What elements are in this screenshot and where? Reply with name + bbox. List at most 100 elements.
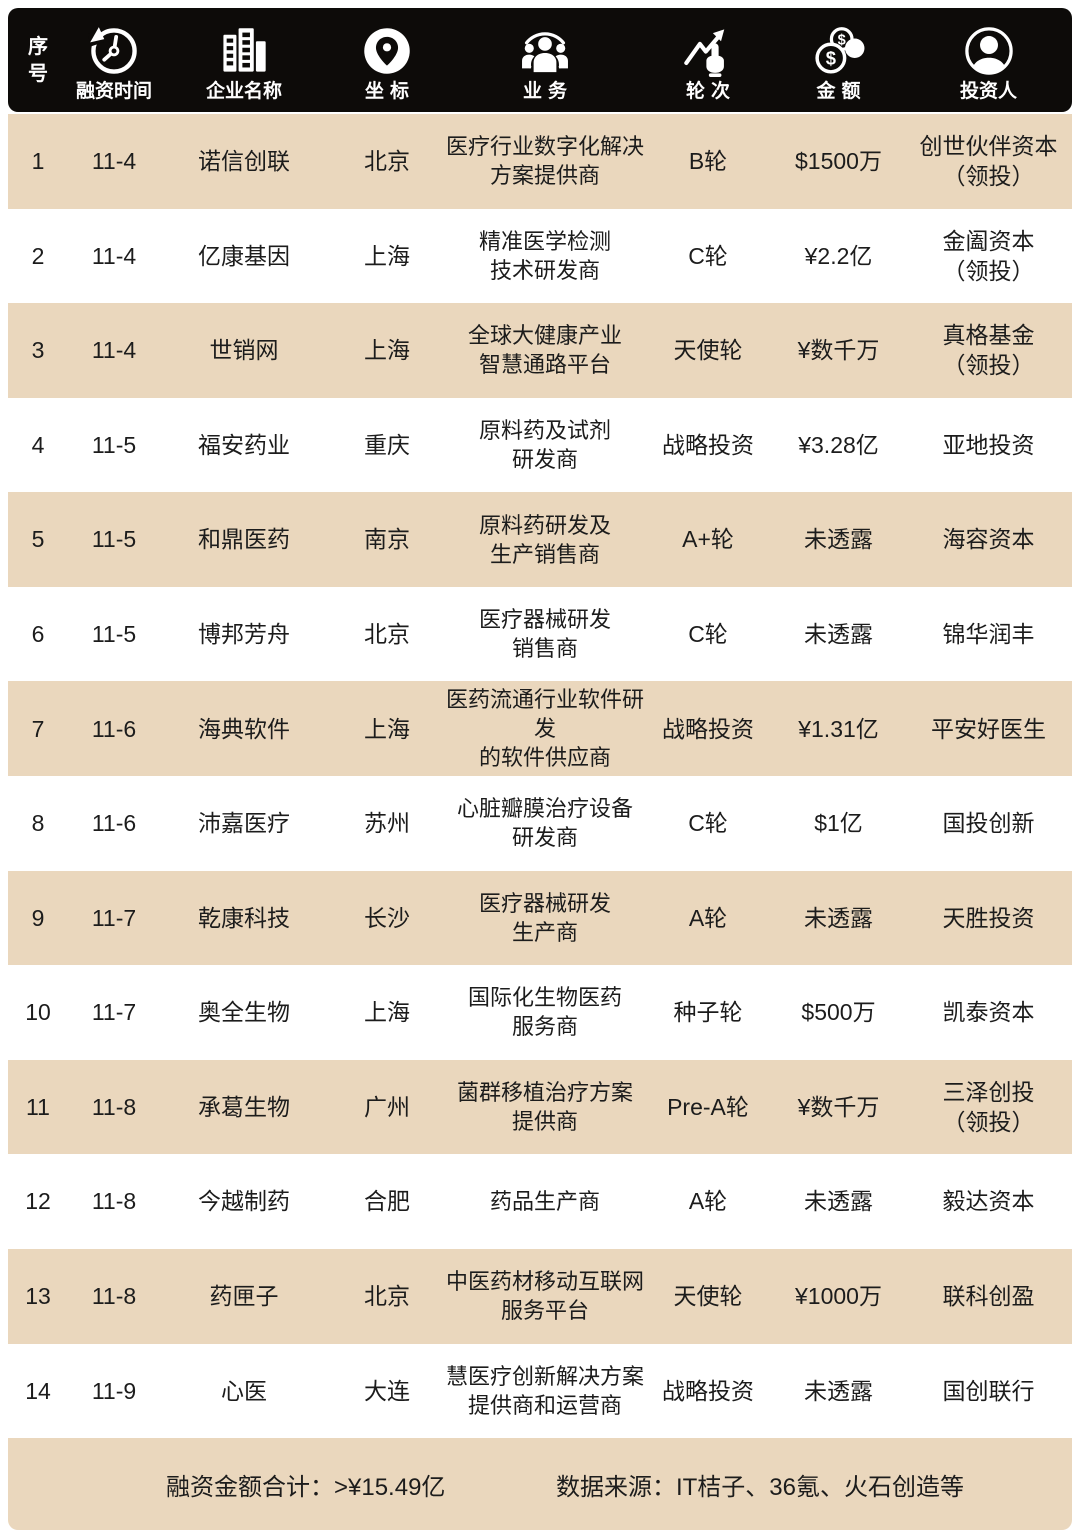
funding-date: 11-6 bbox=[91, 715, 137, 742]
company-business: 心脏瓣膜治疗设备 研发商 bbox=[456, 796, 633, 851]
column-header-index: 序号 bbox=[8, 8, 68, 112]
company-business: 原料药及试剂 研发商 bbox=[478, 417, 611, 473]
row-index: 6 bbox=[31, 621, 45, 647]
funding-date: 11-4 bbox=[91, 337, 137, 364]
row-index: 12 bbox=[25, 1188, 51, 1215]
column-label-amount: 金额 bbox=[816, 81, 867, 103]
company-business: 慧医疗创新解决方案 提供商和运营商 bbox=[446, 1363, 645, 1418]
money-coins-icon: $ $ bbox=[813, 23, 865, 79]
investor-name: 凯泰资本 bbox=[942, 999, 1035, 1026]
funding-round: Pre-A轮 bbox=[667, 1093, 749, 1120]
row-index: 14 bbox=[25, 1377, 51, 1404]
funding-date: 11-4 bbox=[91, 242, 137, 269]
company-name: 奥全生物 bbox=[198, 999, 290, 1026]
investor-name: 海容资本 bbox=[942, 526, 1035, 553]
funding-round: A+轮 bbox=[682, 526, 734, 553]
row-index: 1 bbox=[31, 148, 45, 175]
history-clock-icon bbox=[88, 23, 140, 79]
row-index: 11 bbox=[26, 1093, 50, 1120]
funding-date: 11-5 bbox=[91, 431, 137, 458]
funding-amount: $500万 bbox=[801, 999, 876, 1026]
funding-round: 战略投资 bbox=[662, 1377, 754, 1404]
funding-date: 11-9 bbox=[91, 1377, 137, 1404]
funding-amount: 未透露 bbox=[804, 904, 873, 931]
svg-text:$: $ bbox=[837, 33, 845, 49]
funding-date: 11-5 bbox=[91, 526, 137, 553]
table-row: 8 11-6 沛嘉医疗 苏州 心脏瓣膜治疗设备 研发商 C轮 $1亿 国投创新 bbox=[8, 776, 1072, 871]
investor-name: 真格基金 （领投） bbox=[942, 322, 1035, 379]
company-business: 医疗器械研发 销售商 bbox=[478, 607, 611, 662]
company-location: 上海 bbox=[364, 999, 410, 1026]
company-name: 海典软件 bbox=[198, 715, 290, 742]
buildings-icon bbox=[218, 23, 270, 79]
investor-person-icon bbox=[963, 23, 1015, 79]
table-row: 10 11-7 奥全生物 上海 国际化生物医药 服务商 种子轮 $500万 凯泰… bbox=[8, 965, 1072, 1060]
column-label-index: 序号 bbox=[28, 36, 48, 85]
company-location: 上海 bbox=[364, 242, 410, 269]
company-business: 医药流通行业软件研发 的软件供应商 bbox=[446, 687, 645, 771]
funding-amount: ¥1000万 bbox=[795, 1283, 882, 1310]
funding-date: 11-6 bbox=[91, 810, 137, 837]
table-row: 3 11-4 世销网 上海 全球大健康产业 智慧通路平台 天使轮 ¥数千万 真格… bbox=[8, 303, 1072, 398]
funding-round: B轮 bbox=[688, 148, 728, 175]
funding-date: 11-8 bbox=[91, 1283, 137, 1310]
funding-round: 种子轮 bbox=[673, 999, 743, 1026]
company-business: 医疗器械研发 生产商 bbox=[478, 890, 611, 945]
funding-total-label: 融资金额合计： bbox=[166, 1473, 334, 1501]
funding-round: 天使轮 bbox=[673, 337, 743, 364]
company-name: 药匣子 bbox=[209, 1283, 279, 1310]
table-row: 4 11-5 福安药业 重庆 原料药及试剂 研发商 战略投资 ¥3.28亿 亚地… bbox=[8, 397, 1072, 493]
column-label-investor: 投资人 bbox=[959, 81, 1017, 103]
company-business: 精准医学检测 技术研发商 bbox=[478, 228, 611, 283]
funding-amount: ¥数千万 bbox=[797, 1093, 880, 1120]
table-row: 7 11-6 海典软件 上海 医药流通行业软件研发 的软件供应商 战略投资 ¥1… bbox=[8, 681, 1072, 777]
company-business: 中医药材移动互联网 服务平台 bbox=[446, 1269, 645, 1324]
investor-name: 锦华润丰 bbox=[942, 621, 1035, 647]
table-row: 5 11-5 和鼎医药 南京 原料药研发及 生产销售商 A+轮 未透露 海容资本 bbox=[8, 492, 1072, 587]
funding-date: 11-7 bbox=[91, 999, 137, 1026]
column-header-company: 企业名称 bbox=[160, 8, 328, 112]
table-row: 12 11-8 今越制药 合肥 药品生产商 A轮 未透露 毅达资本 bbox=[8, 1154, 1072, 1249]
investor-name: 天胜投资 bbox=[942, 904, 1035, 931]
funding-amount: 未透露 bbox=[804, 1377, 873, 1404]
company-location: 广州 bbox=[364, 1093, 410, 1120]
data-source-value: IT桔子、36氪、火石创造等 bbox=[675, 1473, 964, 1501]
company-location: 上海 bbox=[364, 715, 410, 742]
row-index: 7 bbox=[31, 715, 45, 742]
column-label-business: 业务 bbox=[522, 81, 573, 103]
investor-name: 平安好医生 bbox=[931, 715, 1046, 742]
column-label-location: 坐标 bbox=[364, 81, 415, 103]
company-name: 福安药业 bbox=[198, 431, 290, 458]
funding-round: 天使轮 bbox=[673, 1283, 743, 1310]
funding-amount: ¥1.31亿 bbox=[798, 715, 879, 742]
column-header-round: 轮次 bbox=[644, 8, 772, 112]
funding-round: A轮 bbox=[688, 904, 728, 931]
company-location: 上海 bbox=[364, 337, 410, 364]
trend-arrow-hand-icon bbox=[682, 23, 734, 79]
company-name: 沛嘉医疗 bbox=[198, 810, 290, 837]
table-footer: 融资金额合计：>¥15.49亿 数据来源：IT桔子、36氪、火石创造等 bbox=[8, 1438, 1072, 1530]
column-header-date: 融资时间 bbox=[68, 8, 160, 112]
funding-amount: ¥数千万 bbox=[797, 337, 880, 364]
funding-round: A轮 bbox=[688, 1188, 728, 1215]
funding-date: 11-8 bbox=[91, 1188, 137, 1215]
row-index: 4 bbox=[31, 431, 45, 458]
investor-name: 三泽创投 （领投） bbox=[942, 1078, 1035, 1136]
funding-date: 11-7 bbox=[91, 904, 137, 931]
funding-amount: $1亿 bbox=[814, 810, 863, 837]
company-business: 药品生产商 bbox=[489, 1189, 600, 1215]
company-business: 全球大健康产业 智慧通路平台 bbox=[467, 323, 622, 378]
funding-amount: $1500万 bbox=[795, 148, 882, 175]
funding-round: C轮 bbox=[688, 621, 728, 647]
funding-round: C轮 bbox=[688, 810, 728, 837]
funding-amount: ¥3.28亿 bbox=[798, 431, 879, 458]
company-location: 大连 bbox=[364, 1377, 410, 1404]
investor-name: 国投创新 bbox=[942, 810, 1035, 837]
company-location: 北京 bbox=[364, 1283, 410, 1310]
funding-round: 战略投资 bbox=[662, 715, 754, 742]
funding-amount: 未透露 bbox=[804, 526, 873, 553]
table-row: 11 11-8 承葛生物 广州 菌群移植治疗方案 提供商 Pre-A轮 ¥数千万… bbox=[8, 1059, 1072, 1155]
company-location: 北京 bbox=[364, 621, 410, 647]
row-index: 3 bbox=[31, 337, 45, 364]
funding-amount: 未透露 bbox=[804, 621, 873, 647]
